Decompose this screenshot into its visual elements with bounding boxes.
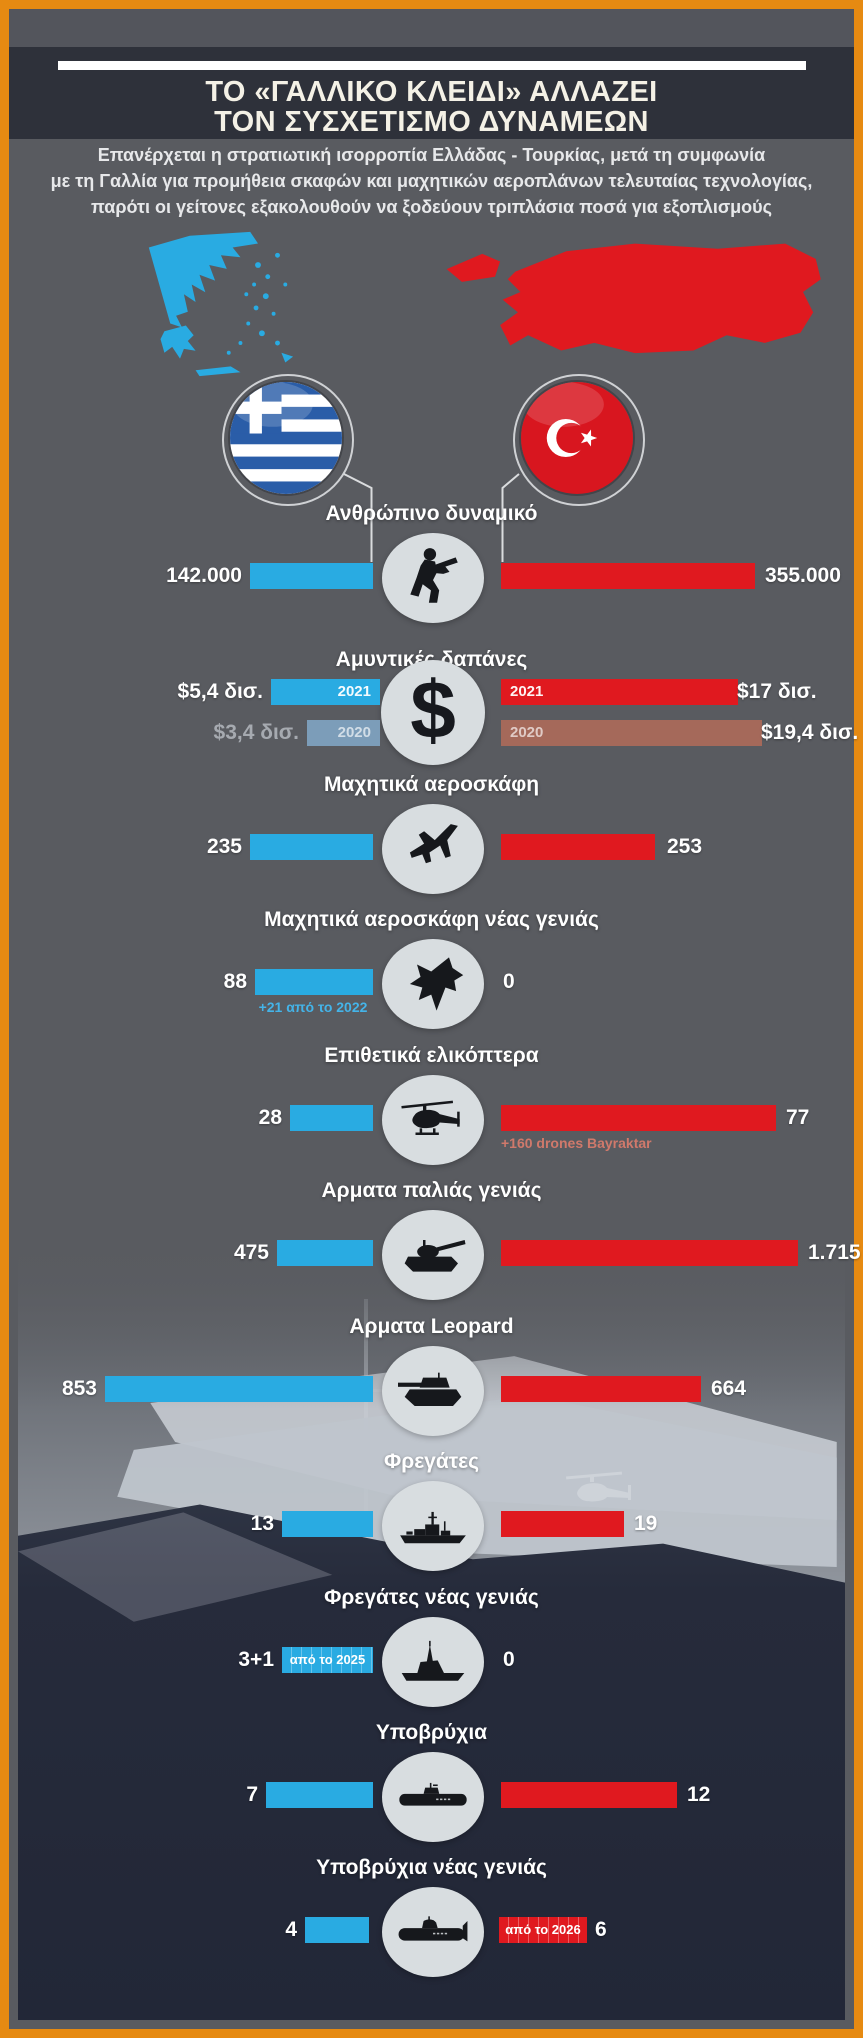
page-title: ΤΟ «ΓΑΛΛΙΚΟ ΚΛΕΙΔΙ» ΑΛΛΑΖΕΙ ΤΟΝ ΣΥΣΧΕΤΙΣ… [0,77,863,137]
greece-2020-value: $3,4 δισ. [213,721,299,744]
greece-map [148,231,294,377]
greece-value: 3+1 [238,1648,274,1671]
turkey-bar [501,1240,798,1266]
helicopter-icon [382,1075,484,1165]
greece-bar [266,1782,373,1808]
turkey-bar [501,1782,677,1808]
greece-flag-ring [222,374,354,506]
turkey-2021-value: $17 δισ. [737,680,817,703]
turkey-map [446,243,821,354]
new-submarine-icon [382,1887,484,1977]
row-label: Ανθρώπινο δυναμικό [325,502,538,525]
greece-bar [282,1511,373,1537]
fighter-jet-icon [382,804,484,894]
row-label: Υποβρύχια [375,1721,488,1744]
row-label: Αρματα Leopard [349,1315,514,1338]
row-label: Αρματα παλιάς γενιάς [321,1179,542,1202]
header-rule [58,61,806,70]
turkey-value: 0 [503,1648,515,1671]
turkey-2020-value: $19,4 δισ. [761,721,859,744]
submarine-icon [382,1752,484,1842]
greece-flag [230,382,342,494]
turkey-value: 0 [503,970,515,993]
soldier-icon [382,533,484,623]
greece-value: 235 [206,835,242,858]
row-label: Φρεγάτες νέας γενιάς [324,1586,539,1609]
turkey-value: 77 [786,1106,810,1129]
greece-value: 4 [285,1918,297,1941]
greece-note: +21 από το 2022 [258,999,368,1015]
turkey-bar [501,1511,624,1537]
turkey-bar [501,1376,701,1402]
turkey-value: 6 [595,1918,607,1941]
turkey-note: +160 drones Bayraktar [501,1135,652,1151]
turkey-2020-bar: 2020 [501,720,762,746]
turkey-value: 12 [687,1783,711,1806]
turkey-value: 1.715 [808,1241,861,1264]
greece-bar [290,1105,373,1131]
greece-2021-value: $5,4 δισ. [177,680,263,703]
turkey-value: 355.000 [765,564,841,587]
title-line-2: ΤΟΝ ΣΥΣΧΕΤΙΣΜΟ ΔΥΝΑΜΕΩΝ [214,106,649,138]
new-frigate-icon [382,1617,484,1707]
turkey-value: 19 [634,1512,658,1535]
greece-value: 475 [233,1241,269,1264]
turkey-value: 664 [711,1377,747,1400]
greece-bar [250,563,373,589]
turkey-bar [501,563,755,589]
greece-value: 88 [223,970,247,993]
turkey-bar [501,834,655,860]
greece-bar: από το 2025 [282,1647,373,1673]
top-strip [9,9,854,47]
row-label: Μαχητικά αεροσκάφη νέας γενιάς [264,908,599,931]
greece-bar [255,969,373,995]
greece-bar [105,1376,373,1402]
turkey-flag [521,382,633,494]
greece-bar [305,1917,369,1943]
greece-bar [277,1240,373,1266]
row-label: Μαχητικά αεροσκάφη [323,773,540,796]
greece-bar [250,834,373,860]
greece-value: 853 [61,1377,97,1400]
turkey-2021-bar: 2021 [501,679,738,705]
greece-value: 13 [250,1512,274,1535]
greece-value: 7 [246,1783,258,1806]
frigate-icon [382,1481,484,1571]
row-label: Φρεγάτες [383,1450,480,1473]
stealth-jet-icon [382,939,484,1029]
greece-2021-bar: 2021 [271,679,380,705]
turkey-flag-ring [513,374,645,506]
old-tank-icon [382,1210,484,1300]
greece-2020-bar: 2020 [307,720,380,746]
greece-value: 142.000 [166,564,242,587]
row-label: Αμυντικές δαπάνες [335,648,528,671]
leopard-tank-icon [382,1346,484,1436]
title-line-1: ΤΟ «ΓΑΛΛΙΚΟ ΚΛΕΙΔΙ» ΑΛΛΑΖΕΙ [205,76,658,108]
row-label: Υποβρύχια νέας γενιάς [316,1856,547,1879]
row-label: Επιθετικά ελικόπτερα [324,1044,539,1067]
subtitle: Επανέρχεται η στρατιωτική ισορροπία Ελλά… [50,145,813,217]
turkey-value: 253 [667,835,703,858]
distant-helicopter-icon [566,1471,631,1502]
greece-value: 28 [258,1106,282,1129]
turkey-bar [501,1105,776,1131]
turkey-bar: από το 2026 [499,1917,587,1943]
dollar-icon: $ [381,660,485,765]
